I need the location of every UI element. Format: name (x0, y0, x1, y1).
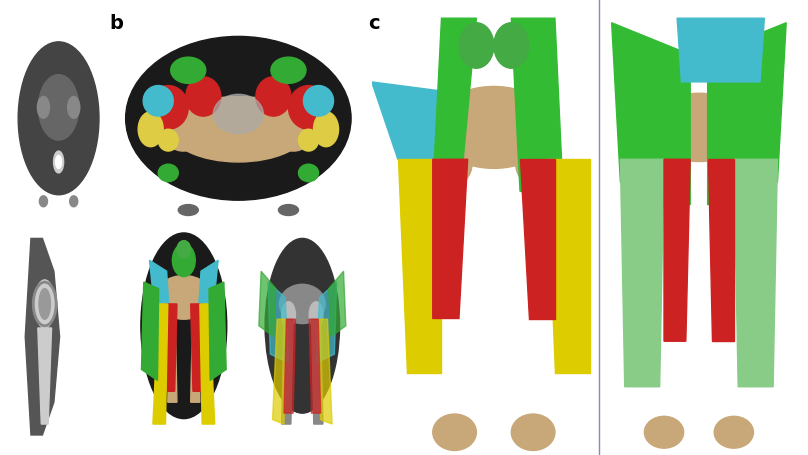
Ellipse shape (158, 164, 179, 182)
Ellipse shape (143, 86, 173, 116)
Ellipse shape (265, 238, 339, 413)
Ellipse shape (276, 121, 311, 151)
Ellipse shape (39, 75, 79, 140)
Polygon shape (25, 238, 60, 435)
Ellipse shape (166, 121, 201, 151)
Ellipse shape (494, 23, 528, 68)
Polygon shape (38, 328, 52, 424)
Polygon shape (282, 319, 293, 424)
Ellipse shape (645, 416, 684, 448)
Ellipse shape (280, 284, 325, 324)
Polygon shape (708, 159, 734, 341)
Ellipse shape (69, 196, 78, 207)
Ellipse shape (516, 141, 559, 187)
Polygon shape (318, 319, 332, 424)
Polygon shape (259, 271, 276, 337)
Ellipse shape (213, 94, 263, 134)
Polygon shape (309, 319, 321, 413)
Polygon shape (734, 159, 777, 387)
Ellipse shape (309, 302, 323, 328)
Ellipse shape (158, 129, 179, 151)
Ellipse shape (459, 23, 494, 68)
Ellipse shape (39, 288, 50, 319)
Ellipse shape (428, 141, 472, 187)
Ellipse shape (433, 86, 555, 168)
Polygon shape (433, 18, 477, 205)
Ellipse shape (155, 276, 213, 319)
Ellipse shape (433, 414, 477, 450)
Ellipse shape (718, 143, 758, 184)
Ellipse shape (170, 96, 307, 162)
Ellipse shape (37, 96, 49, 118)
Ellipse shape (640, 143, 680, 184)
Ellipse shape (314, 112, 339, 147)
Polygon shape (312, 319, 323, 424)
Ellipse shape (177, 241, 191, 258)
Ellipse shape (35, 280, 55, 328)
Ellipse shape (288, 86, 329, 129)
Ellipse shape (40, 196, 48, 207)
Polygon shape (168, 298, 177, 402)
Polygon shape (209, 282, 226, 380)
Polygon shape (664, 159, 690, 341)
Ellipse shape (179, 205, 198, 216)
Polygon shape (511, 18, 564, 205)
Ellipse shape (56, 156, 61, 168)
Ellipse shape (256, 77, 291, 116)
Polygon shape (621, 159, 664, 387)
Polygon shape (708, 23, 786, 205)
Polygon shape (149, 260, 170, 326)
Polygon shape (141, 282, 158, 380)
Ellipse shape (282, 302, 296, 328)
Polygon shape (191, 304, 204, 391)
Ellipse shape (304, 86, 334, 116)
Ellipse shape (298, 164, 318, 182)
Polygon shape (153, 304, 168, 424)
Polygon shape (272, 319, 286, 424)
Ellipse shape (170, 57, 206, 83)
Polygon shape (433, 159, 468, 318)
Polygon shape (200, 304, 215, 424)
Polygon shape (316, 282, 337, 363)
Ellipse shape (138, 112, 163, 147)
Polygon shape (520, 159, 555, 318)
Polygon shape (612, 23, 690, 205)
Ellipse shape (298, 129, 318, 151)
Ellipse shape (714, 416, 754, 448)
Ellipse shape (141, 233, 227, 419)
Polygon shape (329, 271, 346, 337)
Ellipse shape (279, 205, 298, 216)
Polygon shape (546, 159, 590, 373)
Text: b: b (109, 14, 123, 33)
Ellipse shape (271, 57, 306, 83)
Ellipse shape (53, 151, 64, 173)
Polygon shape (398, 159, 441, 373)
Ellipse shape (172, 244, 196, 277)
Ellipse shape (19, 42, 99, 195)
Ellipse shape (186, 77, 221, 116)
Ellipse shape (511, 414, 555, 450)
Polygon shape (284, 319, 296, 413)
Polygon shape (268, 282, 288, 363)
Text: c: c (368, 14, 379, 33)
Polygon shape (198, 260, 218, 326)
Polygon shape (191, 298, 200, 402)
Polygon shape (164, 304, 177, 391)
Ellipse shape (148, 86, 188, 129)
Polygon shape (372, 82, 441, 173)
Ellipse shape (68, 96, 80, 118)
Ellipse shape (126, 36, 351, 200)
Polygon shape (677, 18, 764, 82)
Ellipse shape (646, 93, 751, 162)
